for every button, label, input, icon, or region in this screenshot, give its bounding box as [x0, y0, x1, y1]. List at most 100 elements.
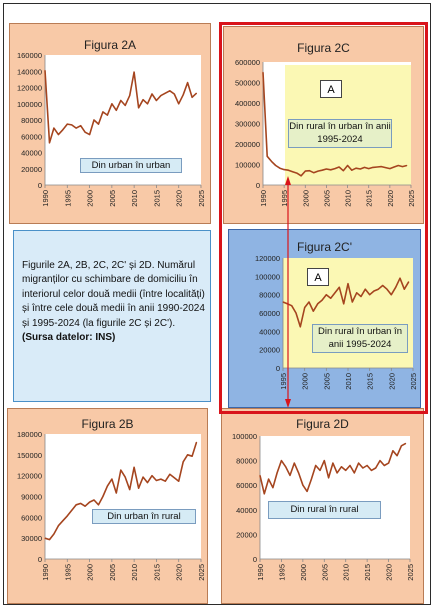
link-arrow-head-top: [285, 176, 291, 185]
y-tick-label-2a: 20000: [21, 165, 42, 174]
data-point-2b: [147, 482, 148, 484]
data-point-2d: [263, 493, 265, 495]
data-point-2a: [57, 134, 59, 136]
y-tick-label-2c: 600000: [235, 58, 260, 67]
data-point-2a: [173, 93, 175, 95]
data-point-2c: [300, 175, 302, 177]
x-tick-label-2b: 2005: [108, 564, 117, 581]
series-line-2c-prime: [282, 277, 410, 328]
data-point-2c: [364, 166, 365, 168]
data-point-2c: [313, 172, 315, 174]
data-point-2c-prime: [403, 288, 405, 290]
data-point-2b: [120, 469, 122, 471]
data-point-2a: [115, 109, 117, 111]
y-tick-label-2a: 0: [38, 181, 42, 190]
series-label-2c: Din rural în urban în anii 1995-2024: [288, 119, 392, 148]
data-point-2c: [351, 169, 353, 171]
data-point-2c-prime: [347, 283, 349, 285]
data-point-2a: [84, 131, 86, 133]
x-tick-label-2d: 2020: [385, 564, 394, 581]
caption-text: Figurile 2A, 2B, 2C, 2C' și 2D. Numărul …: [22, 259, 208, 345]
x-tick-label-2b: 2025: [197, 564, 206, 581]
data-point-2a: [133, 71, 135, 73]
data-point-2c: [266, 155, 268, 157]
x-tick-label-2b: 2015: [152, 564, 161, 581]
data-point-2d: [285, 466, 287, 468]
data-point-2b: [187, 454, 189, 456]
y-tick-label-2c: 0: [256, 181, 260, 190]
data-point-2c-prime: [356, 292, 358, 294]
data-point-2d: [289, 474, 291, 476]
data-point-2d: [383, 465, 385, 466]
y-tick-label-2a: 40000: [21, 149, 42, 158]
data-point-2c-prime: [312, 310, 314, 312]
link-arrow-head-bottom: [285, 399, 291, 408]
data-point-2d: [392, 450, 394, 452]
y-tick-label-2b: 180000: [17, 430, 42, 439]
data-point-2b: [196, 441, 197, 443]
y-tick-label-2d: 80000: [236, 457, 257, 466]
data-point-2c-prime: [299, 326, 301, 328]
y-tick-label-2c-prime: 0: [276, 364, 280, 373]
data-point-2d: [328, 477, 330, 479]
data-point-2b: [44, 537, 46, 539]
data-point-2c: [372, 166, 374, 168]
data-point-2b: [75, 504, 77, 506]
data-point-2b: [71, 509, 73, 511]
data-point-2d: [268, 478, 270, 480]
series-label-2c-prime: Din rural în urban în anii 1995-2024: [312, 324, 408, 353]
data-point-2a: [80, 125, 82, 127]
series-label-2b: Din urban în rural: [92, 509, 196, 524]
x-tick-label-2c-prime: 2015: [366, 373, 375, 390]
data-point-2a: [178, 103, 180, 105]
data-point-2b: [80, 502, 82, 504]
data-point-2d: [302, 484, 304, 486]
chart-title-2a: Figura 2A: [83, 38, 137, 52]
chart-title-2c-prime: Figura 2C': [297, 240, 352, 254]
data-point-2c: [330, 169, 332, 171]
y-tick-label-2a: 80000: [21, 116, 42, 125]
data-point-2c: [292, 171, 294, 173]
x-tick-label-2d: 2005: [320, 564, 329, 581]
data-point-2a: [93, 119, 95, 121]
data-point-2b: [151, 475, 153, 477]
data-point-2d: [319, 469, 321, 471]
data-point-2b: [89, 501, 91, 503]
data-point-2d: [396, 455, 398, 457]
marker-box-2c-prime: A: [307, 268, 329, 286]
data-point-2c-prime: [330, 297, 332, 299]
data-point-2b: [98, 504, 99, 506]
x-tick-label-2a: 2010: [130, 190, 139, 207]
data-point-2d: [276, 472, 278, 474]
data-point-2c-prime: [377, 288, 379, 290]
data-point-2c: [317, 170, 319, 172]
data-point-2a: [164, 92, 166, 94]
x-tick-label-2d: 1990: [256, 564, 265, 581]
x-tick-label-2a: 2025: [197, 190, 206, 207]
data-point-2a: [142, 99, 144, 101]
x-tick-label-2a: 1990: [41, 190, 50, 207]
data-point-2c-prime: [338, 286, 340, 288]
data-point-2a: [106, 114, 108, 116]
data-point-2b: [53, 533, 55, 535]
data-point-2c-prime: [317, 303, 319, 305]
data-point-2c-prime: [325, 294, 327, 296]
data-point-2b: [115, 492, 117, 494]
data-point-2c-prime: [308, 301, 310, 303]
data-point-2b: [129, 489, 131, 491]
y-tick-label-2b: 150000: [17, 451, 42, 460]
data-point-2c: [334, 168, 336, 170]
data-point-2d: [388, 462, 390, 464]
x-tick-label-2c-prime: 2000: [301, 373, 310, 390]
data-point-2c: [338, 166, 340, 168]
data-point-2c: [296, 172, 298, 174]
y-tick-label-2c-prime: 60000: [259, 309, 280, 318]
data-point-2c-prime: [321, 299, 323, 301]
data-point-2a: [151, 93, 153, 95]
data-point-2a: [169, 90, 171, 92]
data-point-2d: [310, 478, 312, 480]
data-point-2c: [359, 168, 361, 170]
data-point-2b: [155, 480, 157, 481]
data-point-2a: [44, 69, 46, 71]
data-point-2a: [111, 103, 113, 105]
